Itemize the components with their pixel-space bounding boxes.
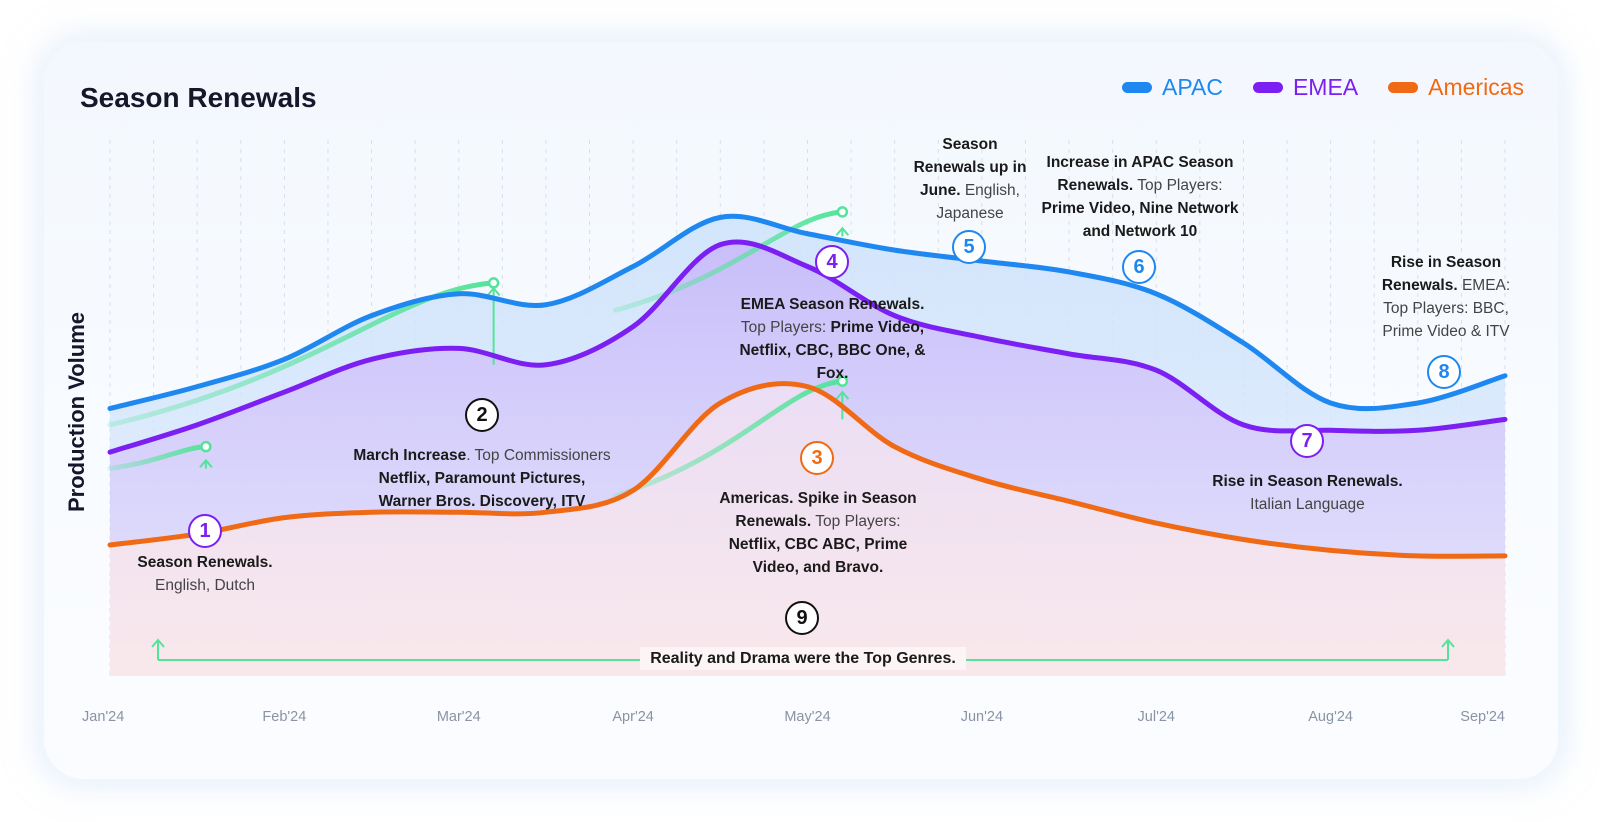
annotation-text-9: Reality and Drama were the Top Genres. bbox=[640, 647, 966, 670]
annotation-text-2: March Increase. Top Commissioners Netfli… bbox=[337, 444, 627, 513]
annotation-2-bold: March Increase bbox=[353, 447, 467, 464]
annotation-6-regular: Top Players: bbox=[1137, 177, 1223, 194]
annotation-4-bold: EMEA Season Renewals. bbox=[740, 296, 925, 313]
x-tick-label: Jun'24 bbox=[961, 709, 1003, 725]
series-lines bbox=[107, 213, 1508, 559]
arrow-jan-head bbox=[199, 458, 213, 468]
annotation-7-bold: Rise in Season Renewals. bbox=[1212, 473, 1403, 490]
annotation-marker-9[interactable]: 9 bbox=[785, 601, 819, 635]
x-tick-label: Sep'24 bbox=[1460, 709, 1505, 725]
annotation-4-regular: Top Players: bbox=[740, 319, 827, 336]
highlight-line-mar bbox=[107, 280, 497, 428]
highlight-lines bbox=[107, 206, 850, 499]
annotation-8-regular: EMEA: Top Players: BBC, Prime Video & IT… bbox=[1382, 277, 1511, 340]
highlight-dot-jan bbox=[200, 440, 212, 453]
legend-item-apac[interactable]: APAC bbox=[1122, 74, 1223, 101]
annotation-9-bold: Reality and Drama were the Top Genres. bbox=[650, 650, 956, 667]
y-axis-label: Production Volume bbox=[64, 312, 89, 512]
annotation-marker-4[interactable]: 4 bbox=[815, 245, 849, 279]
legend-item-emea[interactable]: EMEA bbox=[1252, 74, 1359, 101]
x-axis: Jan'24 Feb'24 Mar'24 Apr'24 May'24 Jun'24 Jul'… bbox=[82, 709, 1505, 725]
annotation-text-7: Rise in Season Renewals. Italian Languag… bbox=[1190, 470, 1425, 516]
highlight-dot-may-lower bbox=[836, 375, 849, 387]
legend-item-americas[interactable]: Americas bbox=[1388, 74, 1524, 101]
line-apac[interactable] bbox=[107, 213, 1508, 412]
legend-label-americas: Americas bbox=[1428, 74, 1524, 100]
annotation-5-bold: Season Renewals up in June. bbox=[913, 136, 1027, 199]
annotation-2-bold2: Netflix, Paramount Pictures, Warner Bros… bbox=[378, 470, 586, 510]
line-americas[interactable] bbox=[107, 381, 1508, 559]
highlight-line-may-lower bbox=[613, 378, 845, 499]
x-tick-label: Feb'24 bbox=[262, 709, 306, 725]
annotation-2-regular: . Top Commissioners bbox=[466, 447, 611, 464]
highlight-line-may-upper bbox=[613, 209, 845, 313]
highlight-dot-may-upper bbox=[836, 206, 849, 218]
annotation-text-3: Americas. Spike in Season Renewals. Top … bbox=[712, 487, 924, 579]
annotation-8-bold: Rise in Season Renewals. bbox=[1381, 254, 1502, 294]
annotation-marker-5[interactable]: 5 bbox=[952, 230, 986, 264]
bracket-right-arrow bbox=[1441, 638, 1455, 660]
annotation-3-regular: Top Players: bbox=[815, 513, 901, 530]
arrow-may-upper-head bbox=[835, 226, 850, 236]
annotation-1-bold: Season Renewals. bbox=[137, 554, 273, 571]
legend: APAC EMEA Americas bbox=[1122, 74, 1524, 101]
annotation-6-bold: Increase in APAC Season Renewals. bbox=[1046, 154, 1234, 194]
annotation-text-5: Season Renewals up in June. English, Jap… bbox=[906, 133, 1034, 225]
highlight-dot-mar bbox=[487, 277, 500, 289]
annotation-1-regular: English, Dutch bbox=[155, 577, 255, 594]
legend-swatch-emea bbox=[1252, 82, 1283, 93]
annotation-marker-6[interactable]: 6 bbox=[1122, 250, 1156, 284]
legend-swatch-apac bbox=[1122, 82, 1153, 93]
annotation-4-bold2: Prime Video, Netflix, CBC, BBC One, & Fo… bbox=[739, 319, 926, 382]
annotation-marker-2[interactable]: 2 bbox=[465, 398, 499, 432]
x-tick-label: Jul'24 bbox=[1138, 709, 1175, 725]
annotation-marker-7[interactable]: 7 bbox=[1290, 424, 1324, 458]
annotation-text-8: Rise in Season Renewals. EMEA: Top Playe… bbox=[1376, 251, 1516, 343]
annotation-marker-8[interactable]: 8 bbox=[1427, 355, 1461, 389]
legend-label-emea: EMEA bbox=[1292, 74, 1359, 100]
annotation-5-regular: English, Japanese bbox=[936, 182, 1020, 222]
legend-label-apac: APAC bbox=[1162, 74, 1223, 100]
line-emea[interactable] bbox=[107, 239, 1508, 455]
annotation-7-regular: Italian Language bbox=[1250, 496, 1365, 513]
annotation-marker-1[interactable]: 1 bbox=[188, 514, 222, 548]
bracket-left-arrow bbox=[151, 638, 165, 660]
annotation-3-bold: Americas. Spike in Season Renewals. bbox=[719, 490, 917, 530]
annotation-3-bold2: Netflix, CBC ABC, Prime Video, and Bravo… bbox=[728, 536, 908, 576]
x-tick-label: May'24 bbox=[784, 709, 830, 725]
annotation-marker-3[interactable]: 3 bbox=[800, 441, 834, 475]
annotation-text-4: EMEA Season Renewals. Top Players: Prime… bbox=[730, 293, 935, 385]
x-tick-label: Jan'24 bbox=[82, 709, 124, 725]
x-tick-label: Apr'24 bbox=[612, 709, 653, 725]
area-americas bbox=[110, 383, 1505, 676]
arrow-may-lower-head bbox=[835, 390, 850, 400]
x-tick-label: Mar'24 bbox=[437, 709, 481, 725]
legend-swatch-americas bbox=[1388, 82, 1419, 93]
x-tick-label: Aug'24 bbox=[1308, 709, 1353, 725]
annotation-text-6: Increase in APAC Season Renewals. Top Pl… bbox=[1035, 151, 1245, 243]
highlight-line-jan bbox=[107, 444, 209, 472]
chart-title: Season Renewals bbox=[80, 82, 317, 113]
annotation-6-bold2: Prime Video, Nine Network and Network 10 bbox=[1041, 200, 1239, 240]
arrow-mar-head bbox=[486, 286, 501, 296]
annotation-text-1: Season Renewals. English, Dutch bbox=[115, 551, 295, 597]
